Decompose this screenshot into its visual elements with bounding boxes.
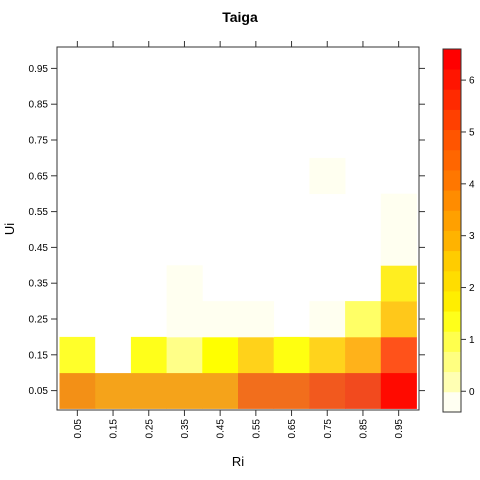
heatmap-cells [59,157,417,409]
colorbar-level [443,331,461,352]
chart-title: Taiga [222,9,258,25]
colorbar-tick-label: 2 [469,283,475,294]
heatmap-cell [202,301,239,338]
colorbar-level [443,230,461,252]
heatmap-cell [95,372,132,409]
colorbar-level [443,89,461,110]
heatmap-cell [166,336,203,374]
x-axis-title: Ri [232,454,244,469]
colorbar-level [443,49,461,70]
x-tick-label: 0.85 [358,419,369,439]
colorbar-level [443,270,461,292]
y-tick-label: 0.55 [29,207,49,218]
x-tick-label: 0.25 [144,419,155,439]
heatmap-cell [309,372,346,409]
plot-frame [56,46,420,411]
colorbar-level [443,351,461,373]
heatmap-cell [238,301,275,338]
heatmap-cell [130,336,167,374]
colorbar-level [443,291,461,312]
colorbar-level [443,190,461,211]
colorbar-level [443,250,461,272]
heatmap-cell [380,265,417,302]
heatmap-cell [59,372,96,409]
y-tick-label: 0.75 [29,136,49,147]
y-tick-label: 0.95 [29,64,49,75]
heatmap-cell [345,301,382,338]
heatmap-cell [202,336,239,374]
colorbar-level [443,371,461,393]
x-tick-label: 0.15 [109,419,120,439]
colorbar: 0 1 2 3 4 5 6 [442,48,475,413]
heatmap-cell [95,336,132,374]
colorbar-level [443,69,461,90]
heatmap-cell [273,372,310,409]
heatmap-cell [309,157,346,195]
colorbar-tick-label: 6 [469,76,475,87]
heatmap-cell [380,372,417,409]
heatmap-cell [380,336,417,374]
heatmap-cell [238,336,275,374]
y-tick-label: 0.05 [29,386,49,397]
colorbar-tick-label: 1 [469,335,475,346]
heatmap-cell [202,372,239,409]
heatmap-cell [238,372,275,409]
y-tick-label: 0.25 [29,315,49,326]
heatmap-cell [380,229,417,266]
colorbar-level [443,210,461,231]
colorbar-level [443,170,461,191]
colorbar-frame [442,48,462,413]
heatmap-cell [273,336,310,374]
y-tick-label: 0.85 [29,100,49,111]
colorbar-tick-label: 0 [469,387,475,398]
heatmap-cell [380,301,417,338]
heatmap-cell [345,336,382,374]
colorbar-tick-label: 5 [469,127,475,138]
y-tick-label: 0.65 [29,171,49,182]
heatmap-cell [166,372,203,409]
x-axis: 0.05 0.15 0.25 0.35 0.45 0.55 0.65 0.75 0.85 0.95 [73,41,405,438]
heatmap-cell [130,372,167,409]
colorbar-level [443,391,461,413]
x-tick-label: 0.95 [394,419,405,439]
y-tick-label: 0.45 [29,243,49,254]
y-tick-label: 0.35 [29,279,49,290]
heatmap-cell [309,336,346,374]
colorbar-tick-label: 3 [469,231,475,242]
colorbar-level [443,149,461,171]
heatmap-cell [166,265,203,302]
heatmap-cell [345,372,382,409]
heatmap-cell [166,301,203,338]
colorbar-level [443,311,461,332]
x-tick-label: 0.65 [287,419,298,439]
heatmap-cell [380,193,417,230]
x-tick-label: 0.05 [73,419,84,439]
y-axis: 0.05 0.15 0.25 0.35 0.45 0.55 0.65 0.75 0.85 0.95 [29,64,425,397]
y-tick-label: 0.15 [29,350,49,361]
heatmap-cell [309,301,346,338]
x-tick-label: 0.75 [323,419,334,439]
x-tick-label: 0.55 [251,419,262,439]
x-tick-label: 0.45 [216,419,227,439]
y-axis-title: Ui [2,223,17,235]
heatmap-cell [59,336,96,374]
x-tick-label: 0.35 [180,419,191,439]
colorbar-level [443,129,461,151]
colorbar-tick-label: 4 [469,179,475,190]
colorbar-level [443,109,461,131]
